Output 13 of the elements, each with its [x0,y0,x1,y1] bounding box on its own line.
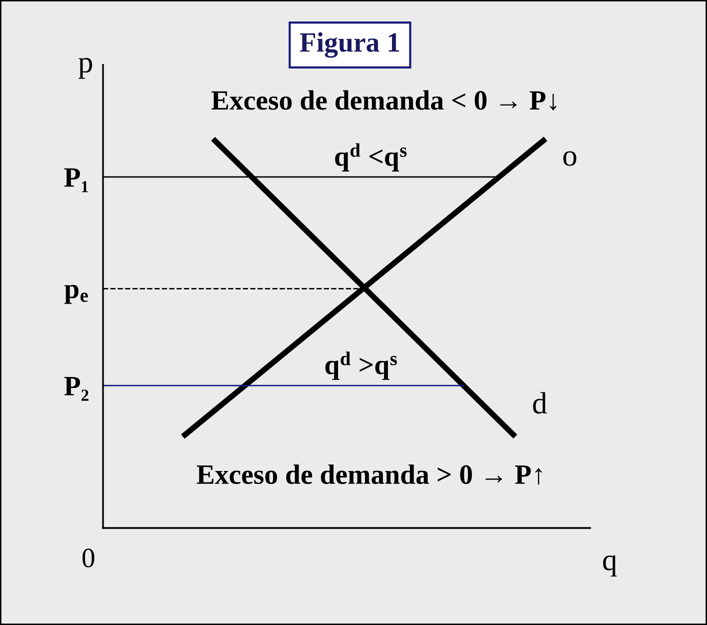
chart-title: Figura 1 [300,32,400,58]
annotation: q$^{d}$ >q$^{s}$ [325,352,397,380]
annotation: Exceso de demanda > 0 → P↑ [196,464,542,485]
y-axis-title: p [78,58,92,79]
series-label: d [533,392,547,414]
text: 0 [82,548,94,568]
x-axis-title: q [603,555,617,577]
ref-line-label: p$_{e}$ [64,284,88,304]
ref-line-label: P₂ [64,377,88,401]
series-label: o [563,151,576,166]
annotation: q$^{d}$ <q$^{s}$ [335,143,407,172]
text: Exceso de demanda < 0 → P↓ [211,90,556,110]
ref-line-label: P₁ [64,168,88,192]
